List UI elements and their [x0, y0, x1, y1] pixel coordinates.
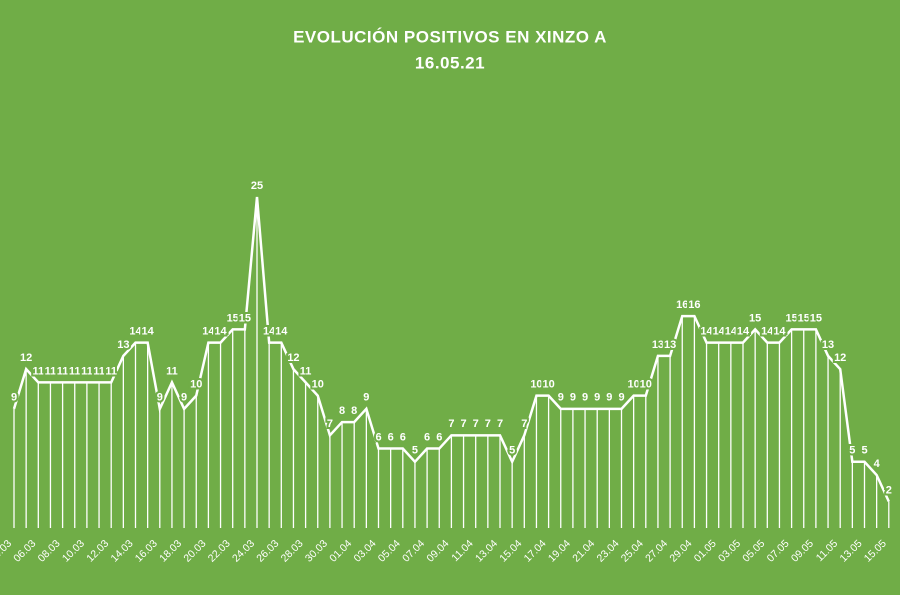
value-label: 25	[251, 180, 263, 192]
value-label: 13	[652, 339, 664, 351]
value-label: 7	[460, 418, 466, 430]
value-label: 10	[530, 379, 542, 391]
value-label: 14	[214, 326, 227, 338]
value-label: 2	[886, 484, 892, 496]
value-label: 9	[618, 392, 624, 404]
value-label: 11	[69, 365, 81, 377]
value-label: 10	[640, 379, 652, 391]
value-label: 8	[339, 405, 345, 417]
value-label: 15	[227, 312, 239, 324]
value-label: 11	[45, 365, 57, 377]
value-label: 10	[190, 379, 202, 391]
value-label: 14	[725, 326, 738, 338]
value-label: 11	[32, 365, 44, 377]
value-label: 6	[375, 431, 381, 443]
value-label: 7	[448, 418, 454, 430]
value-label: 6	[400, 431, 406, 443]
value-label: 16	[688, 299, 700, 311]
value-label: 5	[861, 445, 867, 457]
value-label: 5	[509, 445, 515, 457]
value-label: 14	[773, 326, 786, 338]
value-label: 9	[11, 392, 17, 404]
value-label: 13	[664, 339, 676, 351]
value-label: 9	[558, 392, 564, 404]
value-label: 9	[363, 392, 369, 404]
value-label: 6	[388, 431, 394, 443]
chart-title: EVOLUCIÓN POSITIVOS EN XINZO A	[293, 27, 607, 46]
value-label: 7	[327, 418, 333, 430]
value-label: 15	[798, 312, 810, 324]
value-label: 6	[424, 431, 430, 443]
value-label: 14	[737, 326, 750, 338]
value-label: 15	[785, 312, 797, 324]
value-label: 11	[300, 365, 312, 377]
value-label: 9	[606, 392, 612, 404]
value-label: 16	[676, 299, 688, 311]
value-label: 12	[834, 352, 846, 364]
value-label: 7	[473, 418, 479, 430]
value-label: 13	[822, 339, 834, 351]
chart-subtitle: 16.05.21	[415, 53, 485, 72]
value-label: 9	[181, 392, 187, 404]
value-label: 9	[157, 392, 163, 404]
value-label: 14	[713, 326, 726, 338]
value-label: 12	[20, 352, 32, 364]
value-label: 14	[761, 326, 774, 338]
value-label: 5	[849, 445, 855, 457]
value-label: 9	[582, 392, 588, 404]
value-label: 13	[117, 339, 129, 351]
value-label: 7	[497, 418, 503, 430]
value-label: 11	[93, 365, 105, 377]
series-line	[12, 196, 890, 503]
value-label: 10	[628, 379, 640, 391]
value-label: 14	[129, 326, 142, 338]
value-label: 15	[239, 312, 251, 324]
value-label: 14	[202, 326, 215, 338]
value-label: 11	[166, 365, 178, 377]
value-label: 9	[594, 392, 600, 404]
value-label: 14	[263, 326, 276, 338]
value-label: 12	[287, 352, 299, 364]
value-label: 15	[749, 312, 761, 324]
value-label: 7	[521, 418, 527, 430]
value-label: 7	[485, 418, 491, 430]
value-label: 11	[57, 365, 69, 377]
value-label: 15	[810, 312, 822, 324]
value-label: 14	[700, 326, 713, 338]
value-label: 11	[81, 365, 93, 377]
value-label: 4	[874, 458, 881, 470]
value-label: 14	[275, 326, 288, 338]
value-label: 14	[142, 326, 155, 338]
value-label: 10	[312, 379, 324, 391]
value-label: 6	[436, 431, 442, 443]
value-label: 11	[105, 365, 117, 377]
value-label: 10	[542, 379, 554, 391]
value-label: 5	[412, 445, 418, 457]
value-label: 8	[351, 405, 357, 417]
value-label: 9	[570, 392, 576, 404]
